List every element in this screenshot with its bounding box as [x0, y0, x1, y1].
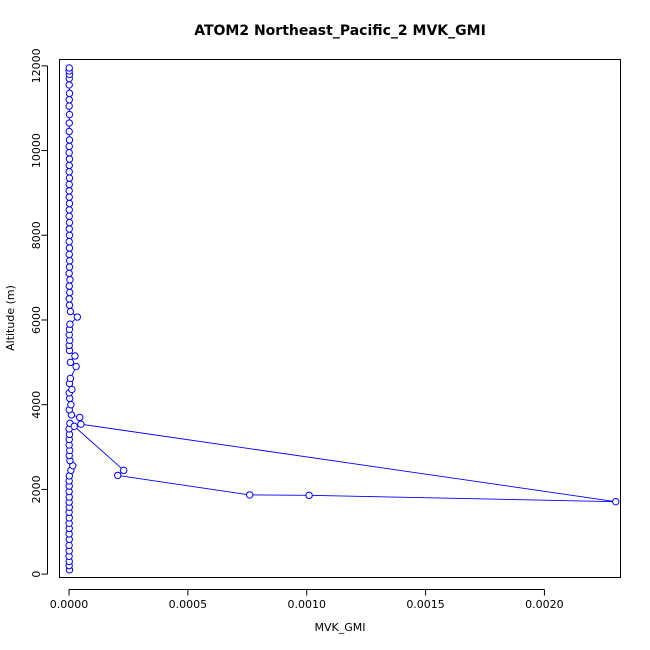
data-point — [65, 295, 73, 303]
x-axis-label: MVK_GMI — [315, 621, 366, 634]
y-axis-label: Altitude (m) — [4, 285, 17, 351]
y-tick-label: 12000 — [30, 48, 43, 83]
data-point — [65, 263, 74, 271]
x-tick-label: 0.0015 — [406, 598, 445, 611]
data-point — [65, 250, 73, 259]
data-point — [65, 142, 73, 151]
y-axis: 0 2000 4000 6000 8000 10000 12000 — [30, 48, 48, 578]
data-point — [67, 400, 75, 409]
data-point — [65, 136, 74, 144]
data-point — [72, 362, 80, 371]
data-point — [305, 491, 313, 500]
data-point — [65, 301, 74, 309]
data-point — [66, 358, 75, 367]
data-point — [65, 244, 74, 252]
x-tick-label: 0.0005 — [169, 598, 208, 611]
y-tick-label: 6000 — [30, 306, 43, 334]
data-point — [65, 212, 73, 220]
y-tick-label: 4000 — [30, 391, 43, 419]
data-point — [65, 110, 74, 119]
plot-frame — [59, 59, 621, 578]
data-point — [65, 231, 74, 239]
data-point — [65, 193, 73, 201]
data-point — [65, 187, 73, 195]
y-tick-label: 0 — [30, 571, 43, 578]
data-point — [76, 413, 84, 422]
data-point — [119, 466, 128, 475]
data-point — [77, 420, 85, 428]
y-tick-label: 2000 — [30, 475, 43, 503]
data-point — [65, 64, 73, 72]
data-point — [245, 491, 254, 499]
data-point — [66, 276, 74, 284]
x-tick-label: 0.0020 — [525, 598, 564, 611]
data-point — [65, 119, 73, 127]
data-point — [65, 174, 74, 182]
data-point — [65, 269, 73, 278]
data-point — [65, 89, 74, 98]
data-point — [65, 237, 73, 246]
data-point — [66, 320, 74, 328]
x-tick-label: 0.0010 — [287, 598, 326, 611]
data-point — [65, 206, 73, 214]
data-point — [66, 307, 75, 316]
data-point — [65, 148, 73, 157]
data-point — [65, 282, 73, 290]
data-point — [65, 102, 73, 110]
data-point — [114, 471, 122, 480]
data-point — [71, 352, 79, 360]
y-tick-label: 8000 — [30, 221, 43, 249]
plot-area — [65, 64, 620, 574]
data-point — [66, 256, 74, 265]
x-axis: 0.0000 0.0005 0.0010 0.0015 0.0020 — [50, 589, 564, 611]
data-point — [65, 127, 73, 136]
data-point — [66, 288, 74, 297]
data-point — [65, 180, 73, 189]
y-tick-label: 10000 — [30, 133, 43, 168]
data-point — [65, 161, 73, 170]
data-point — [65, 81, 73, 89]
data-point — [65, 96, 73, 104]
data-point — [66, 374, 75, 383]
data-point — [612, 497, 620, 506]
series-line — [68, 67, 616, 570]
data-point — [65, 199, 74, 208]
data-point — [70, 422, 78, 430]
data-point — [65, 218, 74, 227]
x-tick-label: 0.0000 — [50, 598, 89, 611]
data-point — [65, 225, 73, 233]
data-point — [73, 313, 82, 321]
chart-title: ATOM2 Northeast_Pacific_2 MVK_GMI — [194, 23, 486, 39]
data-point — [65, 168, 73, 176]
data-point — [65, 155, 74, 163]
